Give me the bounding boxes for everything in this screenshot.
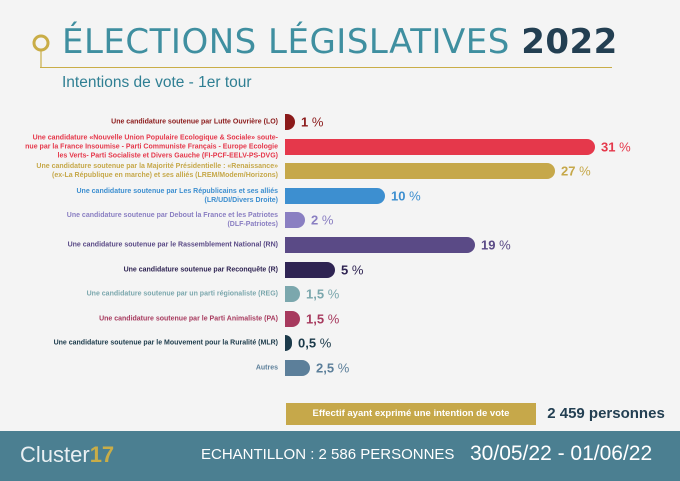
category-label: Une candidature soutenue par le Parti An… — [8, 314, 278, 323]
bar — [285, 286, 300, 303]
category-label-line: Une candidature soutenue par Lutte Ouvri… — [111, 118, 278, 126]
category-label: Une candidature soutenue par Les Républi… — [8, 187, 278, 205]
location-pin-icon — [32, 34, 50, 68]
category-label-line: les Verts- Parti Socialiste et Divers Ga… — [57, 152, 278, 160]
category-label-line: Autres — [255, 364, 278, 372]
bar — [285, 237, 475, 253]
data-label-unit: % — [324, 286, 340, 302]
data-label: 2 % — [311, 213, 333, 228]
category-label: Une candidature soutenue par Debout la F… — [8, 211, 278, 229]
data-label-value: 1,5 — [306, 311, 325, 327]
data-label-unit: % — [324, 311, 340, 327]
bar — [285, 114, 295, 130]
chart-row: Autres 2,5 % — [0, 356, 680, 380]
brand-logo: Cluster17 — [20, 442, 114, 468]
chart-row: Une candidature soutenue par le Parti An… — [0, 307, 680, 331]
chart-row: Une candidature soutenue par Les Républi… — [0, 184, 680, 208]
category-label-line: Une candidature soutenue par le Rassembl… — [67, 241, 278, 249]
chart-row: Une candidature soutenue par Debout la F… — [0, 208, 680, 232]
title-divider — [40, 67, 612, 68]
data-label-unit: % — [334, 360, 350, 376]
category-label-line: (DLF-Patriotes) — [227, 221, 278, 229]
bar — [285, 360, 310, 376]
data-label-unit: % — [575, 163, 591, 179]
category-label-line: Une candidature soutenue par un parti ré… — [86, 290, 278, 298]
footer-band: Cluster17 ECHANTILLON : 2 586 PERSONNES … — [0, 431, 680, 481]
category-label: Autres — [8, 364, 278, 373]
chart-row: Une candidature soutenue par le Mouvemen… — [0, 331, 680, 355]
chart-row: Une candidature soutenue par un parti ré… — [0, 282, 680, 306]
data-label-value: 0,5 — [298, 335, 317, 351]
survey-dates: 30/05/22 - 01/06/22 — [470, 442, 653, 465]
category-label: Une candidature soutenue par un parti ré… — [8, 290, 278, 299]
category-label-line: (ex-La République en marche) et ses alli… — [52, 172, 278, 180]
category-label: Une candidature soutenue par Reconquête … — [8, 265, 278, 274]
category-label-line: nue par la France Insoumise - Parti Comm… — [25, 143, 278, 151]
bar — [285, 310, 300, 327]
data-label-unit: % — [308, 114, 324, 130]
bar — [285, 261, 335, 278]
bar — [285, 163, 555, 180]
data-label-unit: % — [405, 188, 421, 204]
data-label-value: 27 — [561, 163, 576, 179]
category-label-line: Une candidature «Nouvelle Union Populair… — [32, 134, 278, 142]
chart-row: Une candidature soutenue par la Majorité… — [0, 159, 680, 183]
data-label-unit: % — [316, 335, 332, 351]
data-label-value: 5 — [341, 262, 349, 278]
page-subtitle: Intentions de vote - 1er tour — [62, 74, 252, 91]
chart-row: Une candidature soutenue par le Rassembl… — [0, 233, 680, 257]
category-label-line: Une candidature soutenue par Reconquête … — [123, 266, 278, 274]
data-label-value: 2,5 — [316, 360, 335, 376]
data-label-unit: % — [318, 212, 334, 228]
category-label-line: Une candidature soutenue par le Mouvemen… — [53, 339, 278, 347]
data-label: 0,5 % — [298, 336, 331, 351]
data-label: 2,5 % — [316, 361, 349, 376]
category-label-line: Une candidature soutenue par la Majorité… — [36, 163, 278, 171]
brand-number: 17 — [89, 442, 115, 467]
category-label: Une candidature soutenue par Lutte Ouvri… — [8, 118, 278, 127]
data-label: 1 % — [301, 115, 323, 130]
data-label: 5 % — [341, 262, 363, 277]
sample-size: ECHANTILLON : 2 586 PERSONNES — [201, 446, 455, 463]
data-label: 10 % — [391, 188, 421, 203]
data-label: 1,5 % — [306, 287, 339, 302]
summary-value: 2 459 personnes — [547, 405, 665, 422]
data-label: 27 % — [561, 164, 591, 179]
bar — [285, 138, 595, 155]
chart-row: Une candidature soutenue par Lutte Ouvri… — [0, 110, 680, 134]
bar — [285, 212, 305, 229]
data-label-value: 10 — [391, 188, 406, 204]
title-main: ÉLECTIONS LÉGISLATIVES — [62, 22, 510, 62]
data-label-value: 1 — [301, 114, 309, 130]
bar — [285, 335, 292, 352]
data-label-unit: % — [348, 262, 364, 278]
data-label: 31 % — [601, 139, 631, 154]
data-label-unit: % — [615, 139, 631, 155]
category-label: Une candidature «Nouvelle Union Populair… — [8, 133, 278, 160]
category-label: Une candidature soutenue par le Rassembl… — [8, 241, 278, 250]
page-title: ÉLECTIONS LÉGISLATIVES 2022 — [62, 22, 618, 62]
data-label: 19 % — [481, 238, 511, 253]
category-label-line: Une candidature soutenue par Les Républi… — [76, 187, 278, 195]
data-label-unit: % — [495, 237, 511, 253]
summary-label: Effectif ayant exprimé une intention de … — [286, 403, 536, 425]
chart-row: Une candidature soutenue par Reconquête … — [0, 258, 680, 282]
data-label-value: 31 — [601, 139, 616, 155]
data-label: 1,5 % — [306, 311, 339, 326]
category-label-line: Une candidature soutenue par le Parti An… — [99, 315, 278, 323]
category-label-line: Une candidature soutenue par Debout la F… — [66, 212, 278, 220]
bar — [285, 187, 385, 204]
title-year: 2022 — [521, 22, 618, 62]
chart-row: Une candidature «Nouvelle Union Populair… — [0, 133, 680, 160]
category-label: Une candidature soutenue par le Mouvemen… — [8, 339, 278, 348]
data-label-value: 2 — [311, 212, 319, 228]
brand-text: Cluster — [20, 442, 90, 467]
data-label-value: 19 — [481, 237, 496, 253]
category-label: Une candidature soutenue par la Majorité… — [8, 162, 278, 180]
category-label-line: (LR/UDI/Divers Droite) — [204, 196, 278, 204]
data-label-value: 1,5 — [306, 286, 325, 302]
